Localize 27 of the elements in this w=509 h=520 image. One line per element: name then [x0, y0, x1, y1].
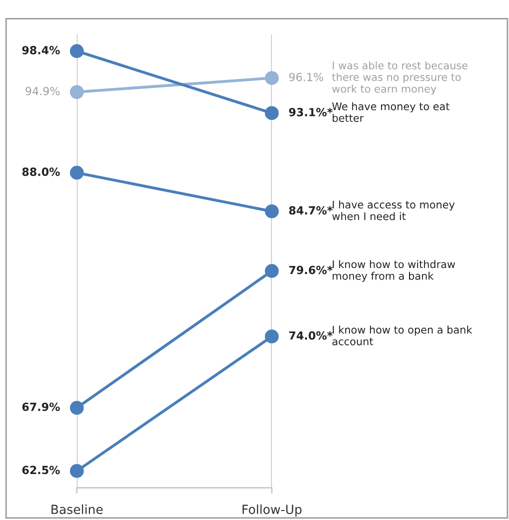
data-label: 96.1%: [289, 72, 324, 82]
point: [264, 264, 279, 278]
point: [264, 204, 279, 218]
point: [70, 85, 84, 99]
text: I know how to open a bank account: [332, 326, 472, 346]
data-label: 94.9%: [26, 86, 60, 96]
data-label: 74.0%*: [289, 331, 333, 340]
data-label: 79.6%*: [289, 266, 333, 274]
point: [70, 464, 84, 478]
data-label: 98.4%: [22, 46, 60, 54]
text: We have money to eat better: [332, 102, 450, 122]
text: I was able to rest because there was no pressure to work to earn money: [332, 61, 468, 95]
data-label: 93.1%*: [289, 108, 333, 116]
point: [264, 71, 279, 85]
point: [70, 166, 84, 180]
point: [264, 330, 279, 344]
text: I have access to money when I need it: [332, 200, 455, 220]
data-label: 62.5%: [22, 466, 60, 474]
data-label: 88.0%: [22, 168, 60, 176]
x-tick-label: Follow-Up: [242, 504, 302, 517]
text: I know how to withdraw money from a bank: [332, 260, 456, 282]
point: [70, 400, 84, 415]
point: [264, 106, 279, 120]
data-label: 84.7%*: [289, 206, 333, 215]
data-label: 67.9%: [22, 402, 60, 412]
point: [70, 44, 84, 58]
x-tick-label: Baseline: [52, 504, 103, 514]
